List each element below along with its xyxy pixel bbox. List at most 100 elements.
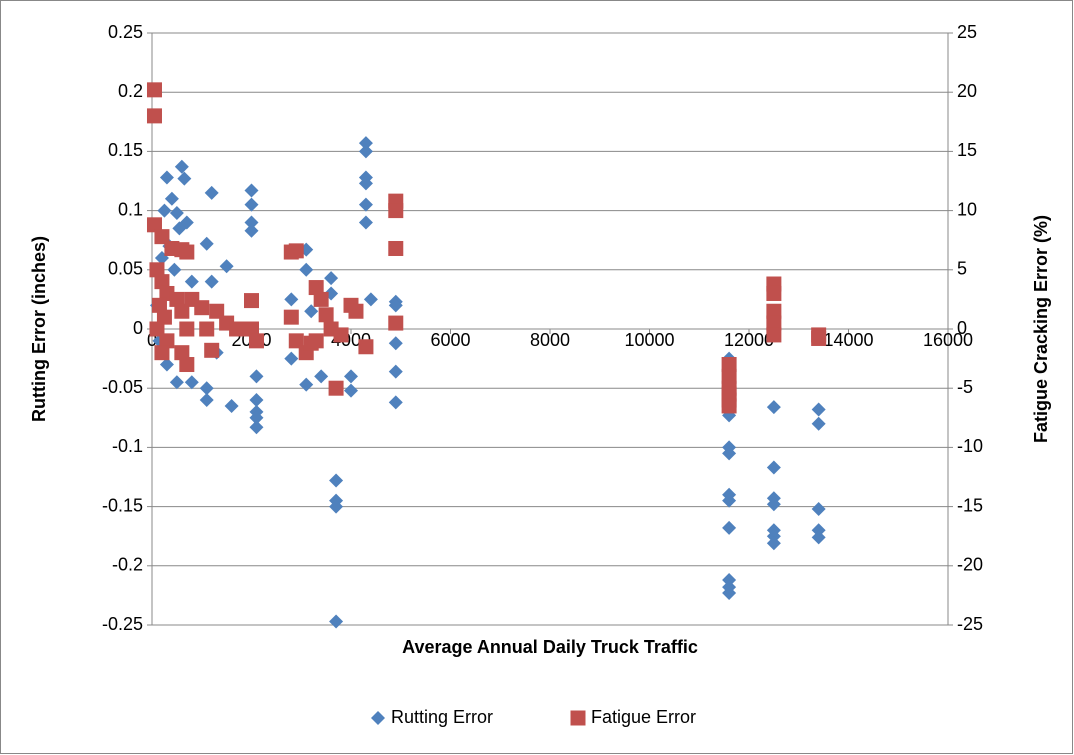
point [314,369,329,384]
point [248,333,264,349]
y-axis-title: Rutting Error (inches) [29,236,49,422]
point [811,330,827,346]
point [169,291,185,307]
point [184,375,199,390]
point [184,274,199,289]
point [721,357,737,373]
point [766,536,781,551]
point [249,369,264,384]
y2-tick-label: 0 [957,318,967,338]
x-tick-label: 12000 [724,330,774,350]
y-tick-label: 0.15 [108,140,143,160]
point [329,614,344,629]
point [249,393,264,408]
point [149,321,165,337]
y2-tick-label: -25 [957,614,983,634]
x-tick-label: 6000 [430,330,470,350]
point [811,523,826,538]
point [179,357,195,373]
point [159,170,174,185]
point [179,321,195,337]
point [358,339,374,355]
point [766,400,781,415]
point [169,375,184,390]
y-tick-label: -0.15 [102,495,143,515]
x-axis-title: Average Annual Daily Truck Traffic [402,637,698,657]
y-tick-label: 0 [133,318,143,338]
y2-tick-label: 15 [957,140,977,160]
point [284,351,299,366]
y2-tick-label: 10 [957,199,977,219]
point [811,402,826,417]
point [333,327,349,343]
point [722,493,737,508]
point [204,185,219,200]
y2-axis-title: Fatigue Cracking Error (%) [1031,215,1051,443]
point [299,262,314,277]
point [308,333,324,349]
point [154,274,170,290]
point [244,223,259,238]
point [722,520,737,535]
point [358,136,373,151]
point [249,420,264,435]
point [811,530,826,545]
point [358,176,373,191]
point [721,398,737,414]
point [154,345,170,361]
point [329,473,344,488]
point [388,395,403,410]
point [151,297,167,313]
y-tick-label: -0.2 [112,555,143,575]
point [194,300,210,316]
point [299,377,314,392]
y2-tick-label: -20 [957,555,983,575]
point [172,221,187,236]
point [209,303,225,319]
point [204,342,220,358]
y-tick-label: 0.1 [118,199,143,219]
y-tick-label: 0.2 [118,81,143,101]
point [146,108,162,124]
y2-tick-label: 25 [957,22,977,42]
point [358,197,373,212]
point [766,327,782,343]
point [199,321,215,337]
point [149,262,165,278]
point [344,369,358,384]
legend-marker [570,710,586,726]
point [358,215,373,230]
legend-label: Rutting Error [391,707,493,727]
point [167,262,182,277]
point [324,271,339,286]
point [766,315,782,331]
point [244,215,259,230]
y-tick-label: -0.1 [112,436,143,456]
point [204,274,219,289]
point [811,501,826,516]
point [766,529,781,544]
point [229,321,245,337]
point [244,197,259,212]
point [344,383,358,398]
point [388,298,403,313]
point [284,292,299,307]
y2-tick-label: -15 [957,495,983,515]
point [244,183,259,198]
point [288,333,304,349]
point [358,144,373,159]
point [224,398,239,413]
x-tick-label: 0 [147,330,157,350]
x-tick-label: 14000 [823,330,873,350]
y2-tick-label: -5 [957,377,973,397]
point [766,460,781,475]
point [156,309,172,325]
y-tick-label: 0.25 [108,22,143,42]
point [244,321,259,337]
point [249,410,264,425]
point [157,203,172,218]
point [288,243,304,259]
point [308,280,324,296]
